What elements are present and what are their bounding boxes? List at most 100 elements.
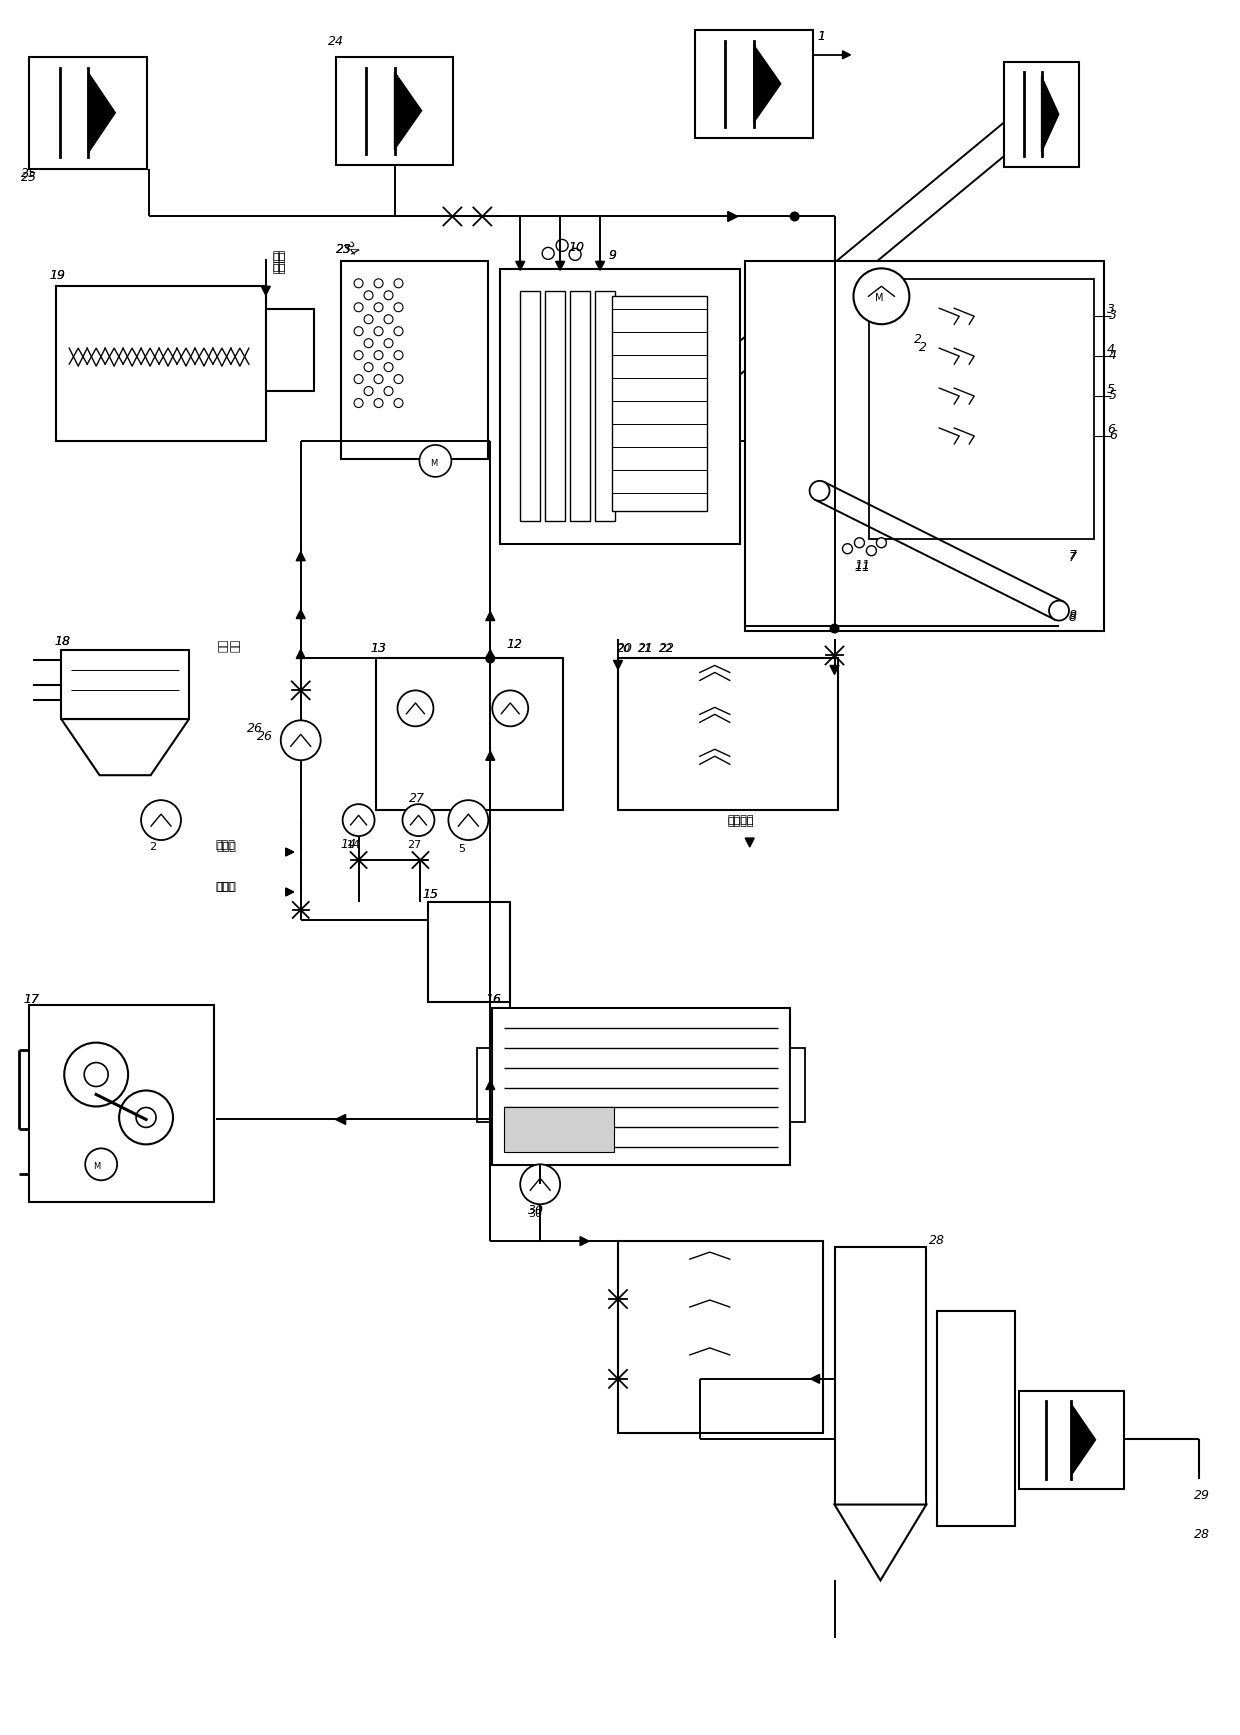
Polygon shape [754,45,781,123]
Bar [745,262,1104,630]
Circle shape [141,800,181,840]
Text: 17: 17 [24,992,40,1006]
Text: M: M [875,293,884,304]
Circle shape [557,239,568,252]
Polygon shape [556,262,564,271]
Text: 23: 23 [336,243,352,257]
Circle shape [830,623,839,633]
Text: 16: 16 [485,992,501,1006]
Text: 24: 24 [327,35,343,49]
Polygon shape [336,1114,346,1124]
Text: 1: 1 [817,29,826,43]
Circle shape [867,547,877,555]
Text: 5: 5 [1107,383,1115,396]
Bar [492,1008,790,1166]
Text: 11: 11 [854,559,870,571]
Text: 30: 30 [528,1209,542,1220]
Circle shape [384,363,393,371]
Text: 28: 28 [1194,1529,1210,1541]
Circle shape [394,375,403,383]
Bar [835,1247,926,1504]
Circle shape [136,1107,156,1128]
Polygon shape [296,609,305,619]
Polygon shape [394,71,422,149]
Bar [618,659,837,810]
Polygon shape [1042,76,1059,153]
Text: 22: 22 [658,644,673,654]
Bar [30,57,148,168]
Circle shape [84,1062,108,1086]
Text: 5: 5 [459,843,465,854]
Text: 14: 14 [341,838,357,852]
Text: 21: 21 [637,644,652,654]
Text: 19: 19 [50,269,66,283]
Circle shape [384,291,393,300]
Circle shape [842,543,852,553]
Text: 2: 2 [914,333,923,347]
Text: 1: 1 [817,29,826,43]
Text: 25: 25 [21,167,37,179]
Circle shape [398,691,434,727]
Text: 10: 10 [568,241,584,255]
Text: 稀释液: 稀释液 [217,841,237,852]
Polygon shape [262,286,270,295]
Polygon shape [516,262,525,271]
Circle shape [394,350,403,359]
Circle shape [790,212,800,222]
Circle shape [403,803,434,836]
Circle shape [365,363,373,371]
Text: 3: 3 [1107,304,1115,316]
Text: 22: 22 [658,642,675,656]
Text: 9: 9 [608,250,616,262]
Text: 4: 4 [1107,344,1115,356]
Bar [546,291,565,520]
Text: 23: 23 [336,243,352,257]
Text: 13: 13 [371,642,387,656]
Text: 5: 5 [1109,389,1117,403]
Text: 3: 3 [1109,309,1117,323]
Polygon shape [486,751,495,760]
Circle shape [355,279,363,288]
Text: 30: 30 [528,1204,544,1218]
Circle shape [542,248,554,259]
Bar [56,286,265,441]
Circle shape [355,375,363,383]
Bar [521,291,541,520]
Circle shape [365,387,373,396]
Text: 7: 7 [1069,550,1078,564]
Text: 16: 16 [485,992,501,1006]
Text: 15: 15 [423,888,439,900]
Circle shape [1049,600,1069,621]
Circle shape [877,538,887,548]
Text: 10: 10 [568,241,584,255]
Circle shape [384,314,393,324]
Text: 20: 20 [618,644,631,654]
Circle shape [521,1164,560,1204]
Circle shape [384,338,393,347]
Polygon shape [830,666,839,675]
Polygon shape [285,888,294,895]
Text: 18: 18 [55,635,71,647]
Polygon shape [296,552,305,560]
Text: 12: 12 [506,638,522,651]
Polygon shape [88,73,115,153]
Circle shape [485,654,495,663]
Text: 6: 6 [1109,429,1117,442]
Polygon shape [595,262,605,271]
Circle shape [394,279,403,288]
Text: 20: 20 [618,642,632,656]
Circle shape [355,326,363,335]
Bar [790,1048,805,1123]
Text: 油泥
回收: 油泥 回收 [219,638,241,652]
Polygon shape [486,611,495,621]
Text: 油泥
回收: 油泥 回收 [273,250,286,272]
Text: 13: 13 [371,642,387,656]
Circle shape [810,481,830,501]
Bar [869,279,1094,540]
Text: 27: 27 [408,840,422,850]
Circle shape [687,378,713,404]
Text: 11: 11 [854,560,870,574]
Circle shape [394,304,403,312]
Bar [61,651,188,718]
Text: 4: 4 [1109,349,1117,363]
